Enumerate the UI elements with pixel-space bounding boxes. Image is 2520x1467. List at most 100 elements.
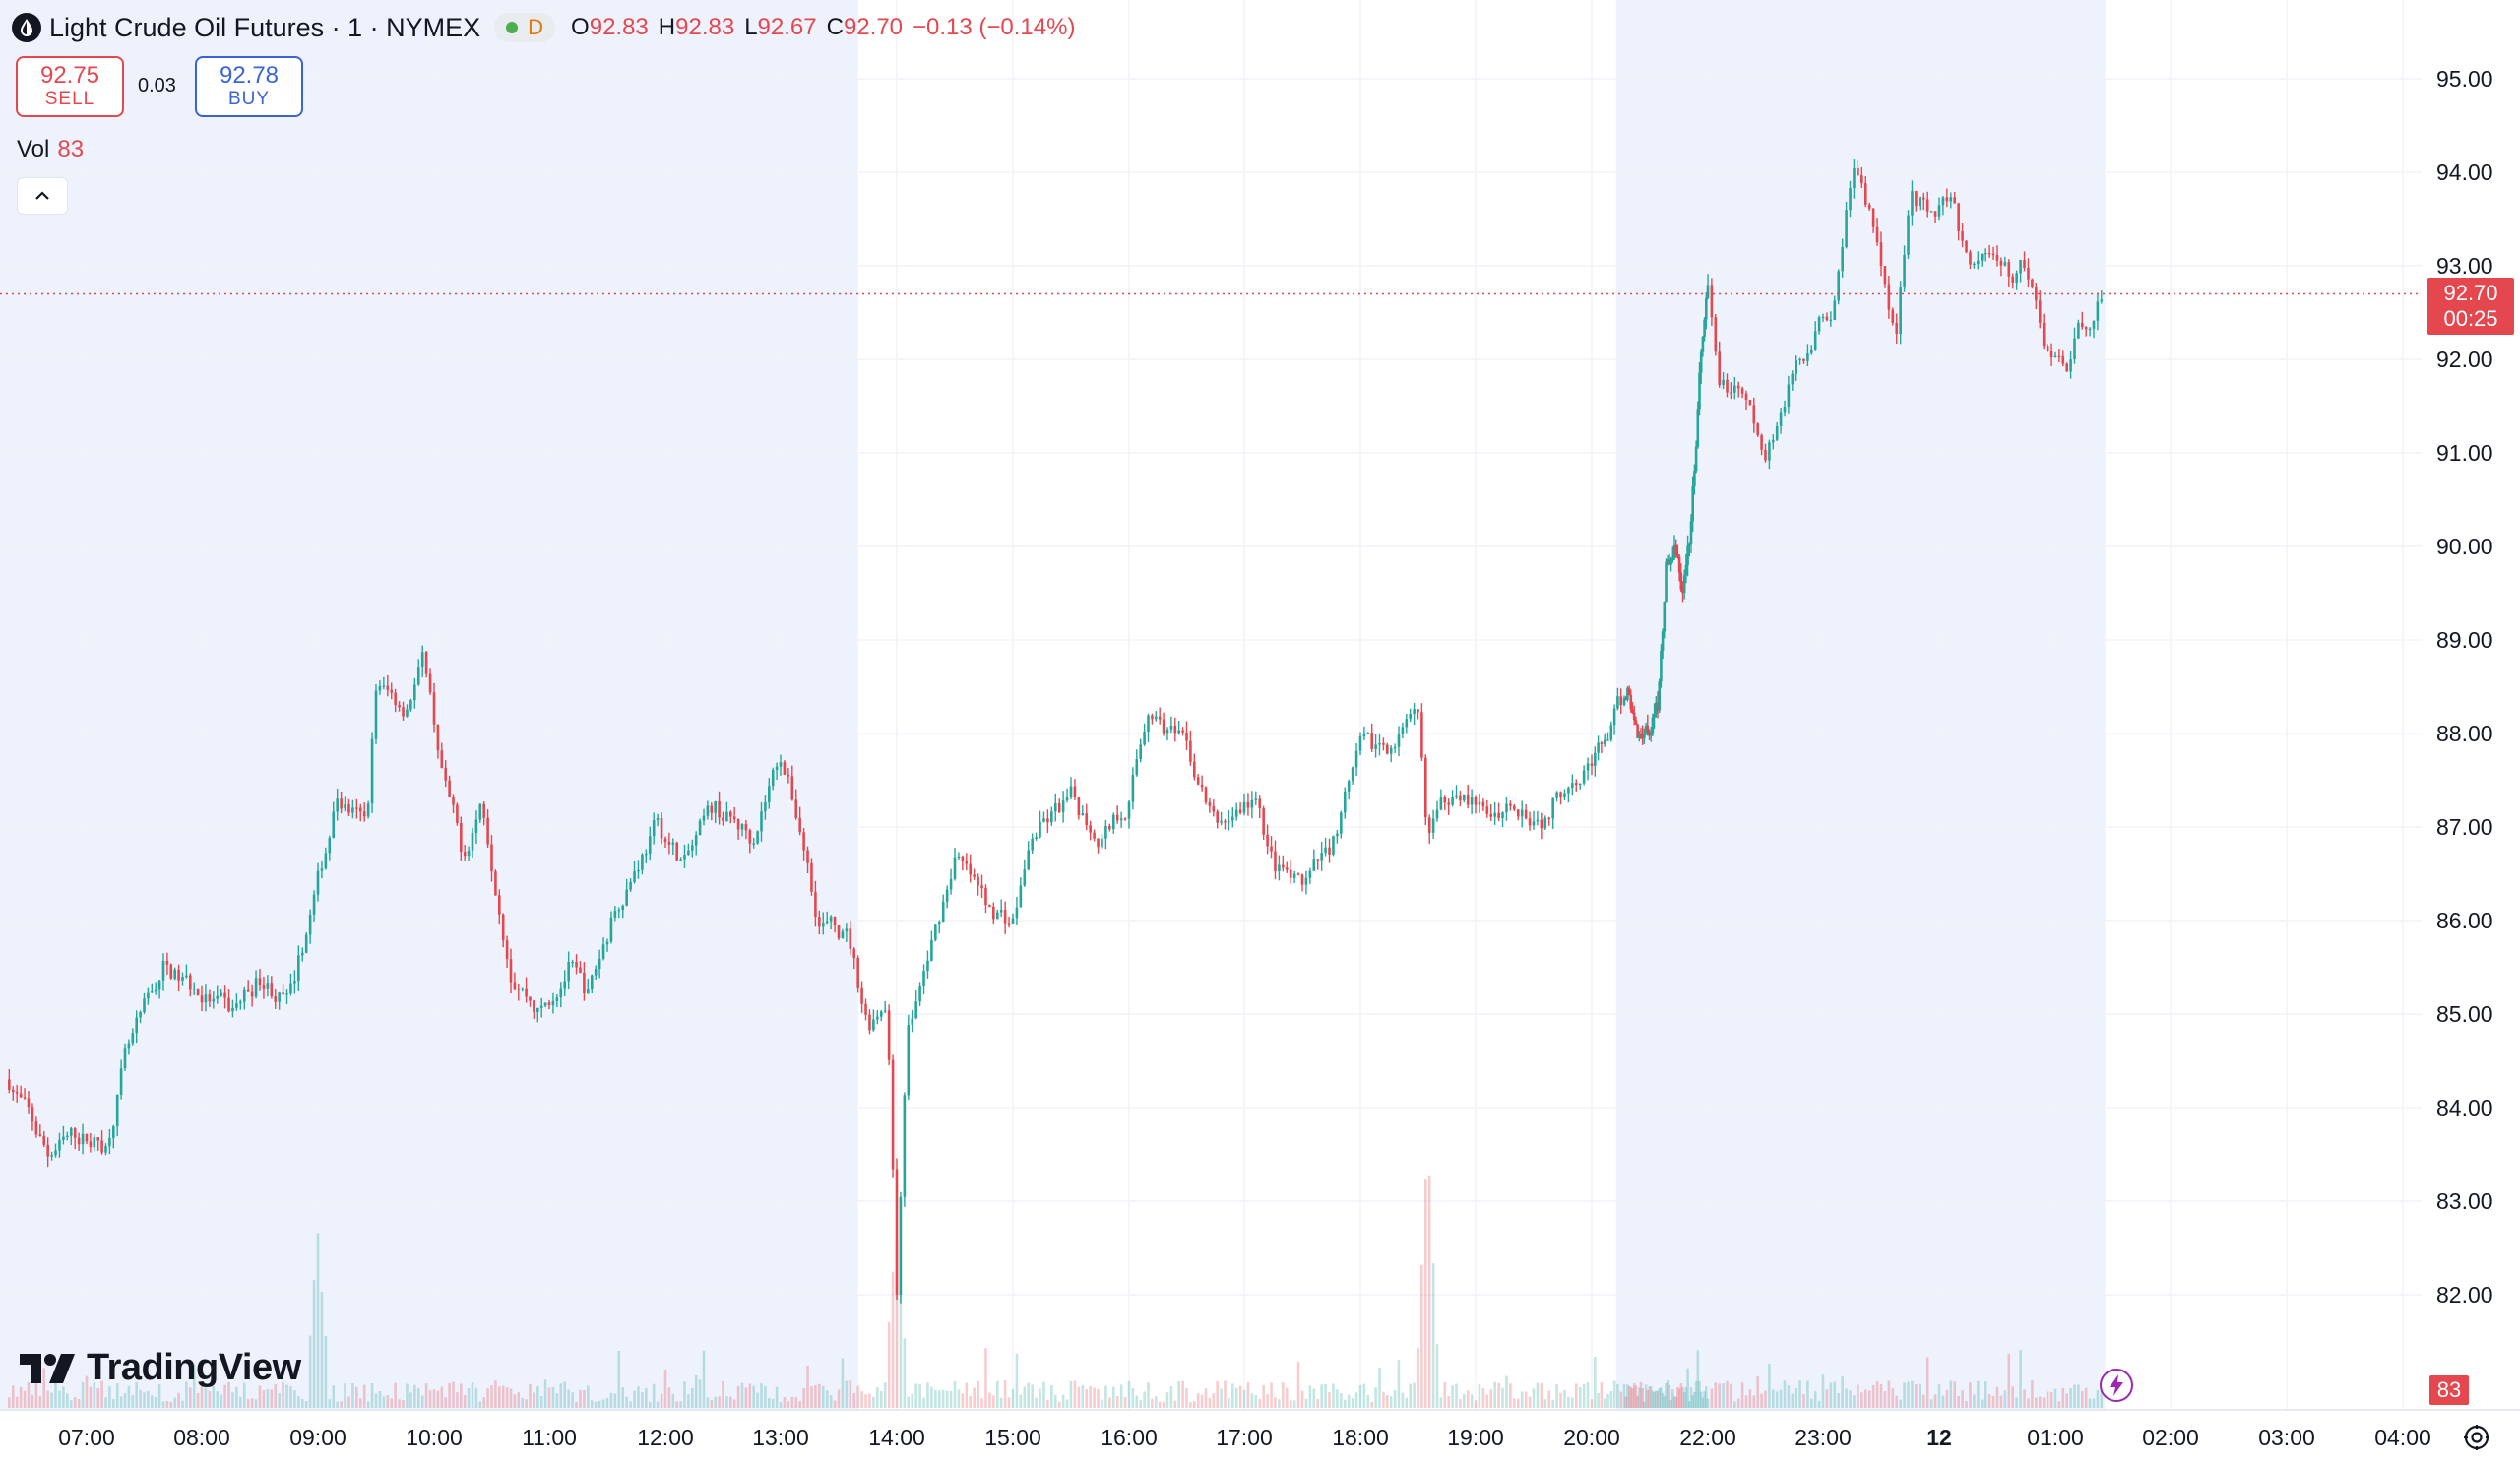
logo-text: TradingView <box>87 1347 301 1388</box>
candle-body <box>1748 399 1752 406</box>
candle-body <box>108 1137 111 1147</box>
volume-bar <box>2081 1391 2084 1408</box>
candle-body <box>490 844 493 872</box>
volume-bar <box>1216 1380 1219 1408</box>
volume-bar <box>714 1396 717 1408</box>
candle-body <box>474 819 478 833</box>
volume-bar <box>1053 1394 1057 1408</box>
candle-body <box>1316 859 1320 861</box>
candle-body <box>1516 809 1520 817</box>
candle-body <box>1791 373 1795 385</box>
lightning-icon[interactable] <box>2099 1368 2134 1403</box>
candle-body <box>1131 775 1135 802</box>
collapse-legend-button[interactable] <box>17 177 68 215</box>
candle-body <box>448 780 451 797</box>
candle-body <box>683 855 686 860</box>
settings-icon[interactable] <box>2461 1422 2492 1453</box>
candle-body <box>1849 188 1852 211</box>
session-shade-1 <box>1615 0 2106 1410</box>
volume-bar <box>1733 1401 1736 1408</box>
candle-body <box>922 971 925 986</box>
time-axis[interactable]: 07:00 08:00 09:00 10:00 11:00 12:00 13:00 14:00… <box>58 1425 2431 1450</box>
candle-body <box>1340 812 1343 834</box>
time-tick-label: 13:00 <box>752 1425 809 1450</box>
volume-bar <box>246 1399 250 1408</box>
volume-bar <box>775 1386 779 1408</box>
buy-button[interactable]: 92.78 BUY <box>195 56 303 117</box>
volume-bar <box>46 1390 49 1408</box>
volume-bar <box>1679 1383 1683 1408</box>
market-status-pill[interactable]: D <box>494 13 556 42</box>
candle-body <box>1393 746 1397 749</box>
candle-body <box>336 798 339 812</box>
volume-bar <box>1111 1386 1115 1408</box>
volume-bar <box>108 1386 111 1408</box>
volume-bar <box>181 1400 184 1408</box>
volume-bar <box>1806 1380 1809 1408</box>
candle-body <box>1509 803 1512 806</box>
candle-body <box>1722 379 1725 385</box>
volume-bar <box>1536 1382 1540 1408</box>
candle-body <box>1216 811 1219 823</box>
volume-bar <box>139 1389 142 1408</box>
volume-bar <box>694 1374 698 1408</box>
candle-body <box>432 692 436 725</box>
candle-body <box>1768 442 1771 461</box>
candle-body <box>19 1093 23 1098</box>
volume-label: Vol <box>17 136 50 162</box>
candle-body <box>559 988 563 998</box>
candle-body <box>2046 346 2049 351</box>
time-tick-label: 09:00 <box>289 1425 346 1450</box>
oil-drop-icon <box>12 13 41 42</box>
candle-body <box>1919 197 1922 207</box>
candle-body <box>23 1097 27 1099</box>
volume-bar <box>410 1392 412 1408</box>
candle-body <box>308 914 312 935</box>
volume-bar <box>2096 1389 2100 1408</box>
candle-body <box>605 941 609 945</box>
volume-bar <box>1393 1390 1397 1408</box>
volume-bar <box>1829 1382 1833 1408</box>
volume-bar <box>1871 1384 1875 1408</box>
volume-bar <box>1166 1392 1169 1408</box>
volume-bar <box>1638 1387 1641 1408</box>
volume-bar <box>332 1385 336 1408</box>
volume-bar <box>467 1388 471 1408</box>
price-axis[interactable]: 82.00 83.00 84.00 85.00 86.00 87.00 88.00 89.00… <box>2436 66 2493 1308</box>
candle-body <box>223 992 226 998</box>
candle-body <box>1915 191 1918 207</box>
candle-body <box>1606 739 1609 741</box>
volume-bar <box>1706 1398 1710 1408</box>
volume-bar <box>69 1400 73 1408</box>
volume-bar <box>617 1350 621 1408</box>
candle-body <box>2081 322 2084 327</box>
candle-body <box>941 901 945 923</box>
volume-bar <box>1689 1387 1693 1408</box>
volume-bar <box>1228 1398 1230 1408</box>
price-tick-label: 91.00 <box>2436 440 2493 466</box>
candle-body <box>344 804 346 809</box>
candle-body <box>829 916 833 922</box>
volume-bar <box>2084 1387 2088 1408</box>
volume-bar <box>883 1382 887 1408</box>
volume-bar <box>656 1401 660 1408</box>
candle-body <box>995 912 999 920</box>
candle-body <box>1208 801 1212 806</box>
price-tick-label: 92.00 <box>2436 347 2493 372</box>
volume-bar <box>1787 1385 1791 1408</box>
candle-body <box>320 868 324 871</box>
tradingview-logo[interactable]: TradingView <box>20 1347 301 1389</box>
volume-bar <box>208 1391 212 1408</box>
volume-bar <box>1081 1384 1085 1408</box>
volume-bar <box>1234 1387 1238 1408</box>
price-tick-label: 86.00 <box>2436 908 2493 933</box>
price-tick-label: 90.00 <box>2436 534 2493 559</box>
volume-bar <box>1627 1385 1631 1408</box>
symbol-title[interactable]: Light Crude Oil Futures · 1 · NYMEX <box>49 12 481 42</box>
volume-bar <box>945 1390 949 1408</box>
candle-body <box>891 1059 895 1170</box>
candle-body <box>1681 589 1684 594</box>
sell-button[interactable]: 92.75 SELL <box>16 56 124 117</box>
delayed-badge: D <box>528 15 544 39</box>
